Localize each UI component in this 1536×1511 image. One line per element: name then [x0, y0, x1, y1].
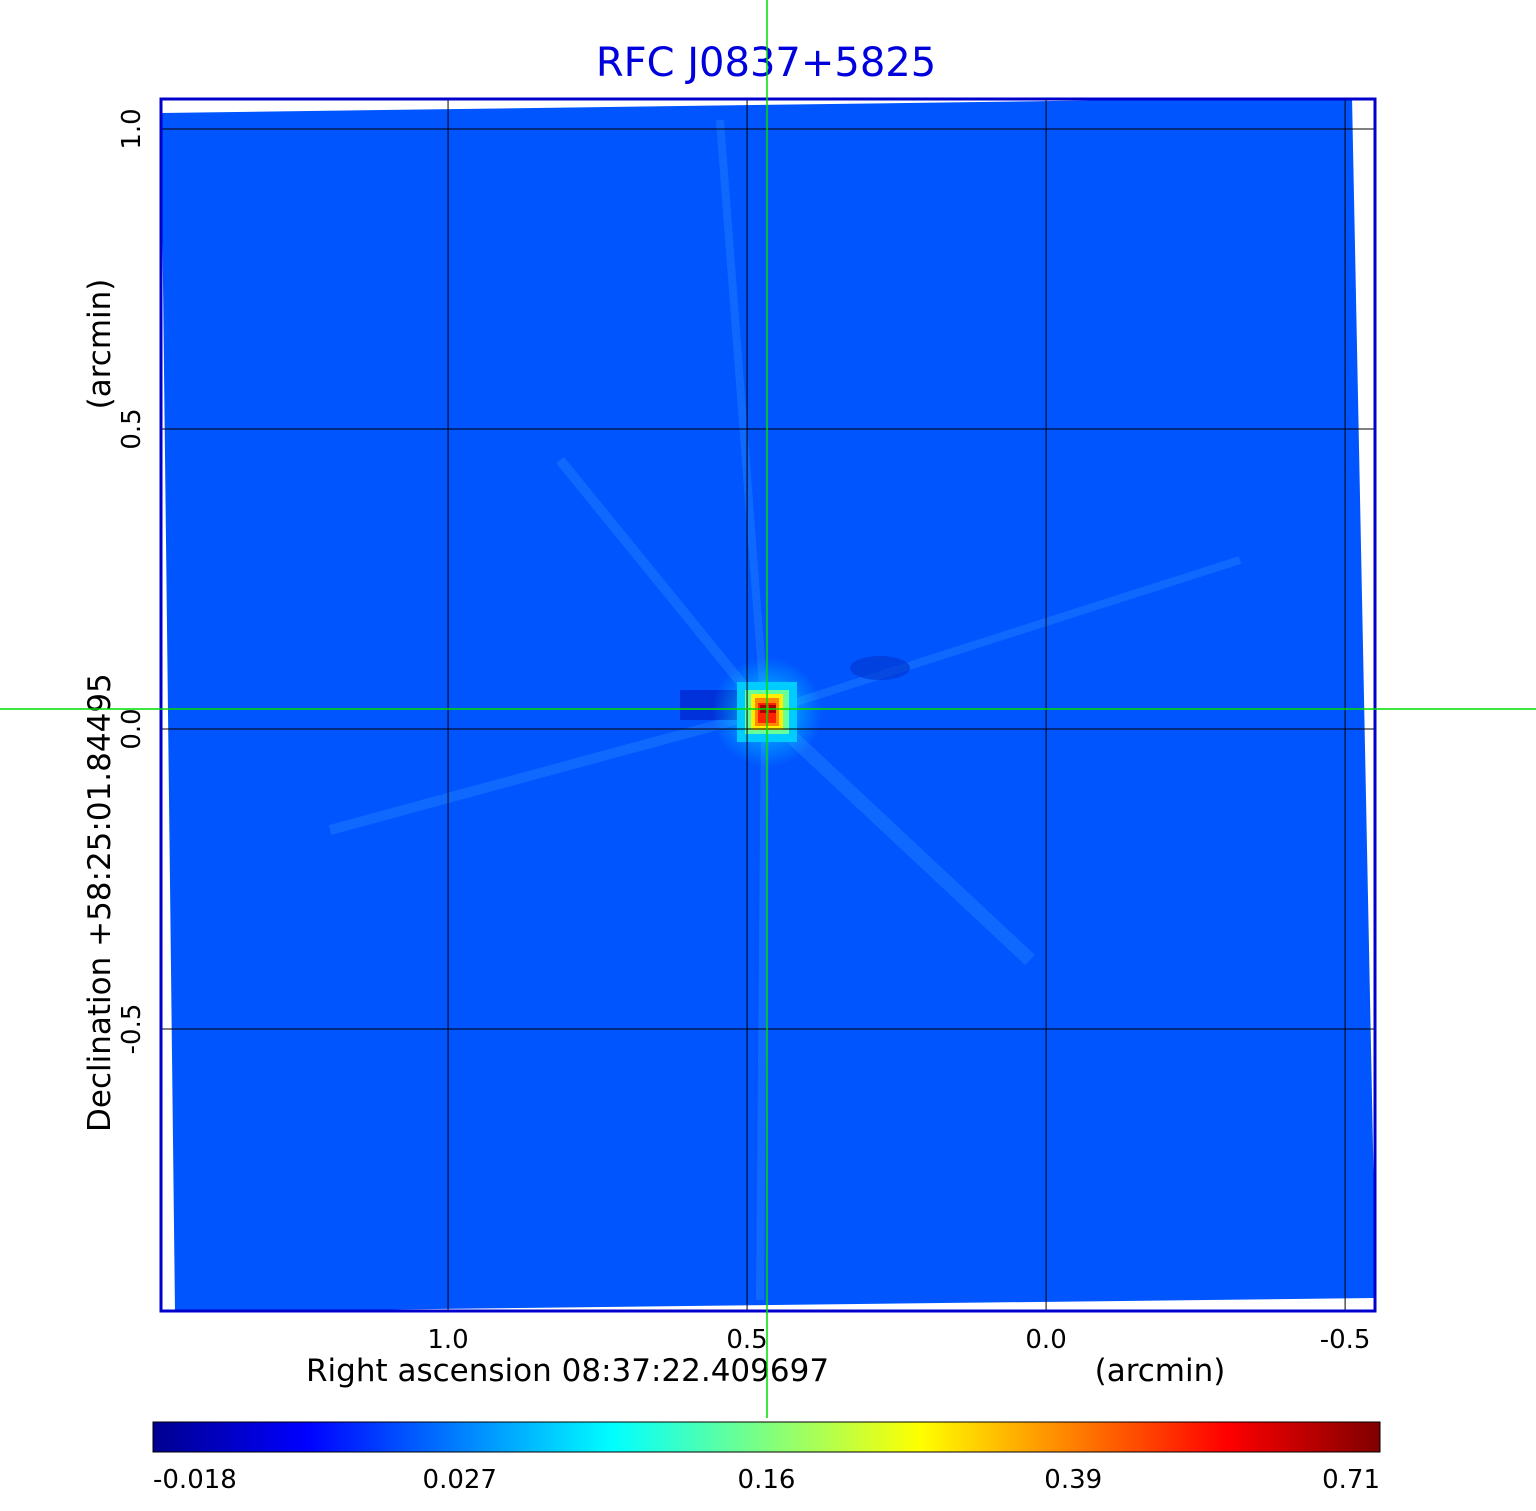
- colorbar-tick-labels: -0.018 0.027 0.16 0.39 0.71: [153, 1465, 1380, 1495]
- x-tick-label: 0.5: [726, 1325, 767, 1355]
- colorbar-tick-label: 0.16: [738, 1465, 796, 1495]
- colorbar-tick-label: -0.018: [153, 1465, 237, 1495]
- x-tick-label: -0.5: [1320, 1325, 1371, 1355]
- x-axis-label: Right ascension 08:37:22.409697: [306, 1353, 829, 1389]
- y-tick-label: 0.5: [117, 408, 147, 449]
- x-tick-label: 0.0: [1025, 1325, 1066, 1355]
- x-axis-unit: (arcmin): [1095, 1353, 1226, 1389]
- colorbar: [152, 1421, 1381, 1453]
- plot-frame: [159, 97, 1377, 1313]
- x-tick-label: 1.0: [427, 1325, 468, 1355]
- colorbar-tick-label: 0.027: [423, 1465, 497, 1495]
- y-tick-label: 1.0: [117, 108, 147, 149]
- sidelobe-streaks: [328, 119, 1242, 1301]
- map-image: [161, 99, 1375, 1311]
- y-tick-label: 0.0: [117, 708, 147, 749]
- chart-title: RFC J0837+5825: [596, 40, 936, 86]
- y-tick-labels: 1.0 0.5 0.0 -0.5: [117, 108, 147, 1054]
- colorbar-tick-label: 0.39: [1044, 1465, 1102, 1495]
- x-tick-labels: 1.0 0.5 0.0 -0.5: [427, 1325, 1370, 1355]
- y-axis-unit: (arcmin): [82, 279, 118, 410]
- y-axis-label: Declination +58:25:01.84495: [82, 673, 118, 1132]
- grid-lines: [161, 99, 1375, 1311]
- colorbar-tick-label: 0.71: [1322, 1465, 1380, 1495]
- y-tick-label: -0.5: [117, 1004, 147, 1055]
